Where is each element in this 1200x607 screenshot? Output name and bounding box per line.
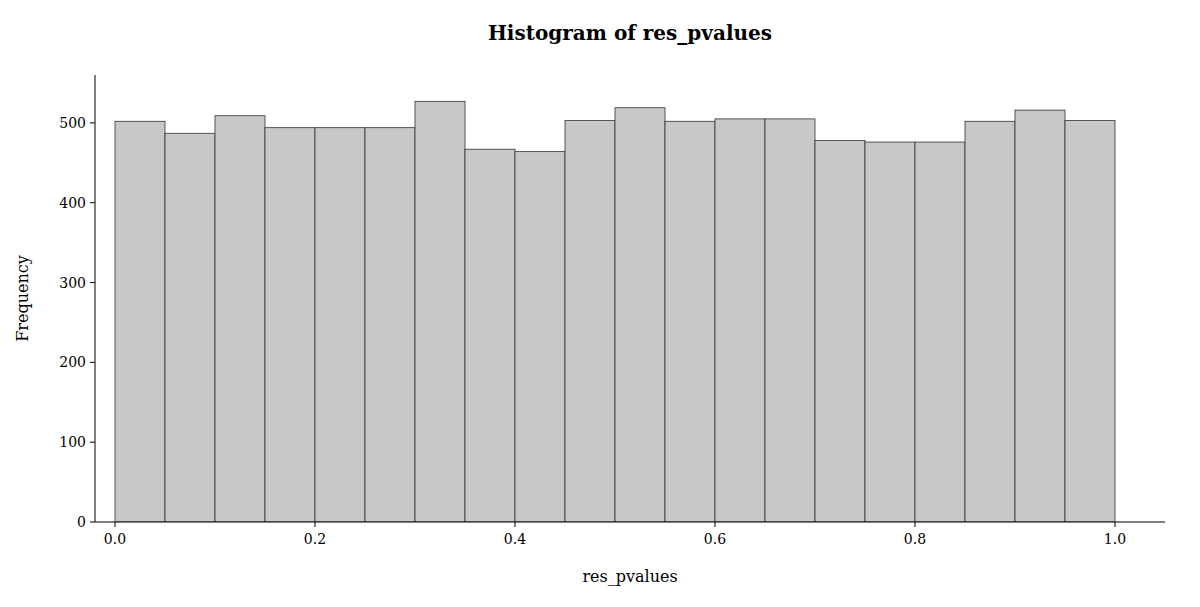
histogram-bar: [365, 128, 415, 522]
y-tick-label: 200: [59, 354, 86, 370]
x-tick-label: 0.2: [304, 531, 326, 547]
histogram-bar: [465, 149, 515, 522]
x-tick-label: 1.0: [1104, 531, 1126, 547]
x-tick: [715, 522, 716, 527]
y-tick-label: 300: [59, 275, 86, 291]
y-tick: [90, 362, 95, 363]
x-axis-line: [95, 522, 1165, 523]
x-tick: [915, 522, 916, 527]
x-tick: [1115, 522, 1116, 527]
y-tick-label: 500: [59, 115, 86, 131]
histogram-bar: [1015, 110, 1065, 522]
x-tick-label: 0.0: [104, 531, 126, 547]
histogram-bar: [865, 142, 915, 522]
y-tick: [90, 122, 95, 123]
y-tick: [90, 522, 95, 523]
histogram-bar: [715, 119, 765, 522]
histogram-bar: [915, 142, 965, 522]
title: Histogram of res_pvalues: [488, 21, 772, 45]
histogram-bar: [965, 121, 1015, 522]
histogram-bar: [1065, 120, 1115, 522]
histogram-bar: [215, 116, 265, 522]
y-tick: [90, 442, 95, 443]
x-tick: [515, 522, 516, 527]
x-tick-label: 0.6: [704, 531, 726, 547]
x-tick-label: 0.4: [504, 531, 526, 547]
histogram-bar: [815, 140, 865, 522]
histogram-bar: [315, 128, 365, 522]
histogram-bar: [765, 119, 815, 522]
histogram-bar: [265, 128, 315, 522]
x-axis-label: res_pvalues: [582, 567, 677, 586]
y-axis-line: [95, 75, 96, 522]
histogram-bar: [165, 133, 215, 522]
histogram-bar: [615, 108, 665, 522]
y-tick: [90, 282, 95, 283]
histogram-bar: [565, 120, 615, 522]
y-tick-label: 0: [77, 514, 86, 530]
histogram-bar: [415, 101, 465, 522]
histogram-bar: [665, 121, 715, 522]
x-tick: [115, 522, 116, 527]
histogram-bar: [115, 121, 165, 522]
y-tick: [90, 202, 95, 203]
histogram-bar: [515, 152, 565, 522]
x-tick-label: 0.8: [904, 531, 926, 547]
chart: 0.0 0.2 0.4 0.6 0.8 1.0 0 100 200 300 400 500 Histog…: [0, 0, 1200, 607]
axes: 0.0 0.2 0.4 0.6 0.8 1.0 0 100 200 300 400 500: [59, 75, 1165, 547]
y-tick-label: 400: [59, 195, 86, 211]
bars: [115, 101, 1115, 522]
y-axis-label: Frequency: [13, 255, 32, 342]
x-tick: [315, 522, 316, 527]
y-tick-label: 100: [59, 434, 86, 450]
